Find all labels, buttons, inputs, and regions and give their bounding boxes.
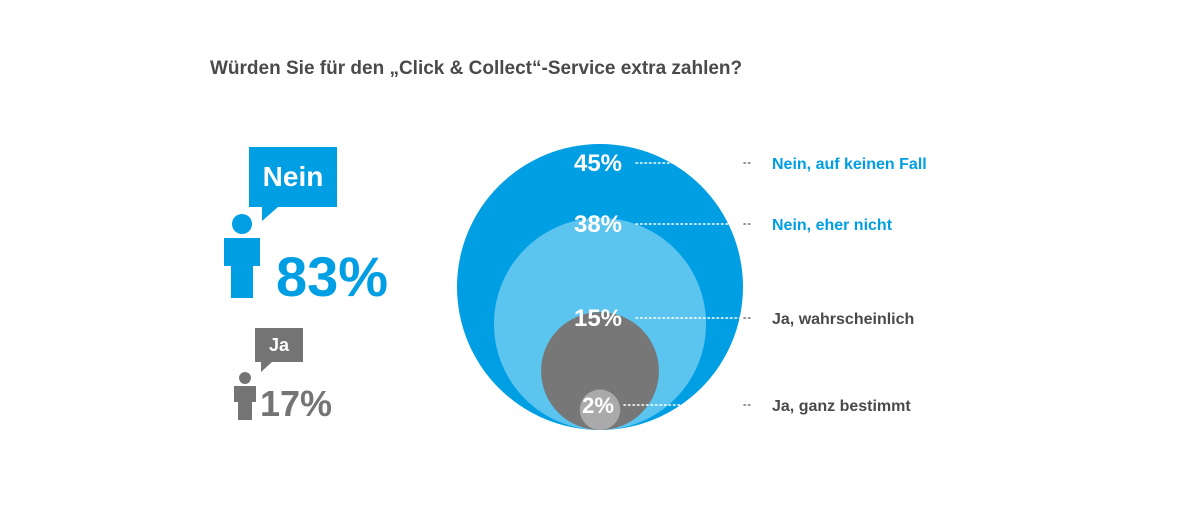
nein-speech-bubble-tail [262, 207, 278, 221]
nein-speech-bubble: Nein [249, 147, 337, 207]
segment-category-label: Nein, auf keinen Fall [772, 156, 927, 173]
ja-bubble-label: Ja [268, 334, 290, 355]
person-icon [234, 372, 256, 420]
segment-category-label: Ja, wahrscheinlich [772, 311, 914, 328]
segment-category-label: Ja, ganz bestimmt [772, 398, 911, 415]
segment-value-label: 15% [574, 305, 622, 332]
segment-value-label: 38% [574, 211, 622, 238]
ja-speech-bubble: Ja [255, 328, 303, 362]
segment-value-label: 45% [574, 150, 622, 177]
nein-percentage: 83% [276, 245, 389, 308]
ja-speech-bubble-tail [261, 362, 272, 372]
circle-segment [579, 389, 621, 430]
segment-value-label: 2% [582, 393, 614, 418]
person-icon [224, 214, 260, 298]
ja-percentage: 17% [260, 383, 333, 424]
nein-bubble-label: Nein [262, 161, 324, 192]
segment-category-label: Nein, eher nicht [772, 217, 893, 234]
circle-segment [541, 312, 659, 430]
chart-title: Würden Sie für den „Click & Collect“-Ser… [210, 58, 743, 79]
